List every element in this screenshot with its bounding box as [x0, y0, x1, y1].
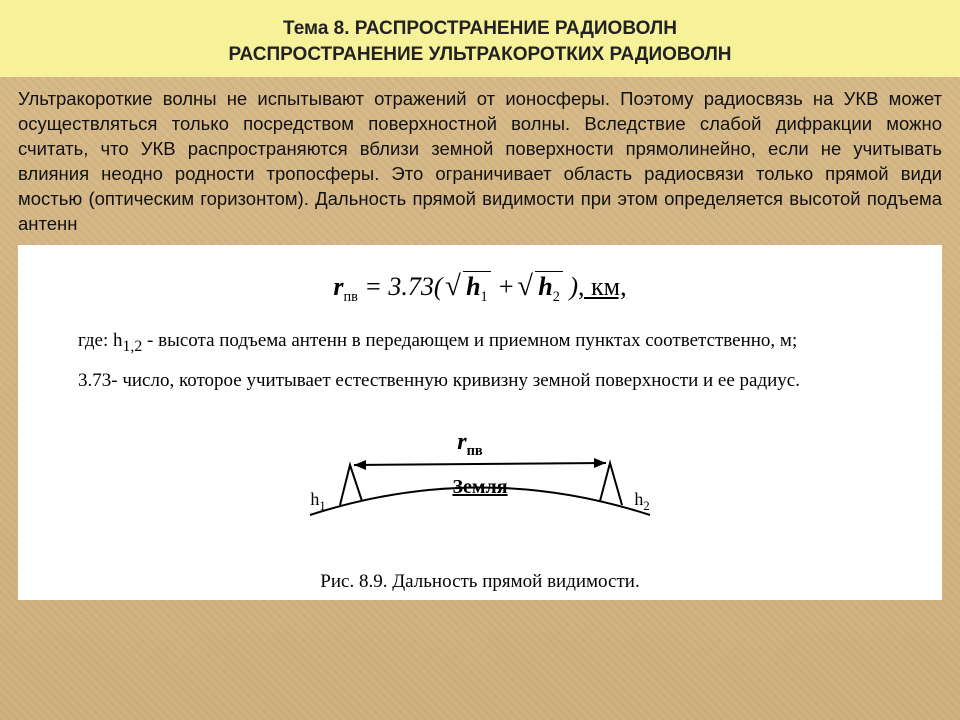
sqrt-h1: h1 [449, 267, 491, 308]
svg-text:h1: h1 [310, 489, 325, 513]
desc-const: 3.73- число, которое учитывает естествен… [46, 366, 914, 395]
formula-close: ) [569, 272, 578, 301]
h1-var: h [466, 272, 480, 301]
paper-block: rпв = 3.73( h1 + h2 ), км, где: h1,2 - в… [18, 245, 942, 600]
line-of-sight-diagram: rпв Земля h1 h2 [270, 405, 690, 545]
h2-sub: 2 [553, 289, 560, 305]
h1-sub: 1 [481, 289, 488, 305]
intro-paragraph: Ультракороткие волны не испытывают отраж… [0, 77, 960, 245]
desc1-sub: 1,2 [122, 338, 142, 355]
svg-text:h2: h2 [634, 489, 649, 513]
desc1-prefix: где: h [78, 330, 122, 351]
h2-var: h [538, 272, 552, 301]
formula-unit: , км, [578, 272, 627, 301]
slide-header: Тема 8. РАСПРОСТРАНЕНИЕ РАДИОВОЛН РАСПРО… [0, 0, 960, 77]
desc1-rest: - высота подъема антенн в передающем и п… [147, 330, 797, 351]
svg-text:rпв: rпв [457, 429, 483, 459]
figure-caption: Рис. 8.9. Дальность прямой видимости. [46, 567, 914, 596]
header-line2: РАСПРОСТРАНЕНИЕ УЛЬТРАКОРОТКИХ РАДИОВОЛН [10, 42, 950, 68]
sqrt-h2: h2 [521, 267, 563, 308]
formula: rпв = 3.73( h1 + h2 ), км, [46, 267, 914, 308]
desc-h12: где: h1,2 - высота подъема антенн в пере… [46, 326, 914, 359]
header-line1: Тема 8. РАСПРОСТРАНЕНИЕ РАДИОВОЛН [10, 16, 950, 42]
formula-eq: = 3.73( [364, 272, 442, 301]
diagram-wrap: rпв Земля h1 h2 [46, 405, 914, 554]
svg-text:Земля: Земля [452, 476, 507, 498]
formula-lhs-sub: пв [343, 289, 357, 305]
formula-lhs-var: r [333, 272, 343, 301]
